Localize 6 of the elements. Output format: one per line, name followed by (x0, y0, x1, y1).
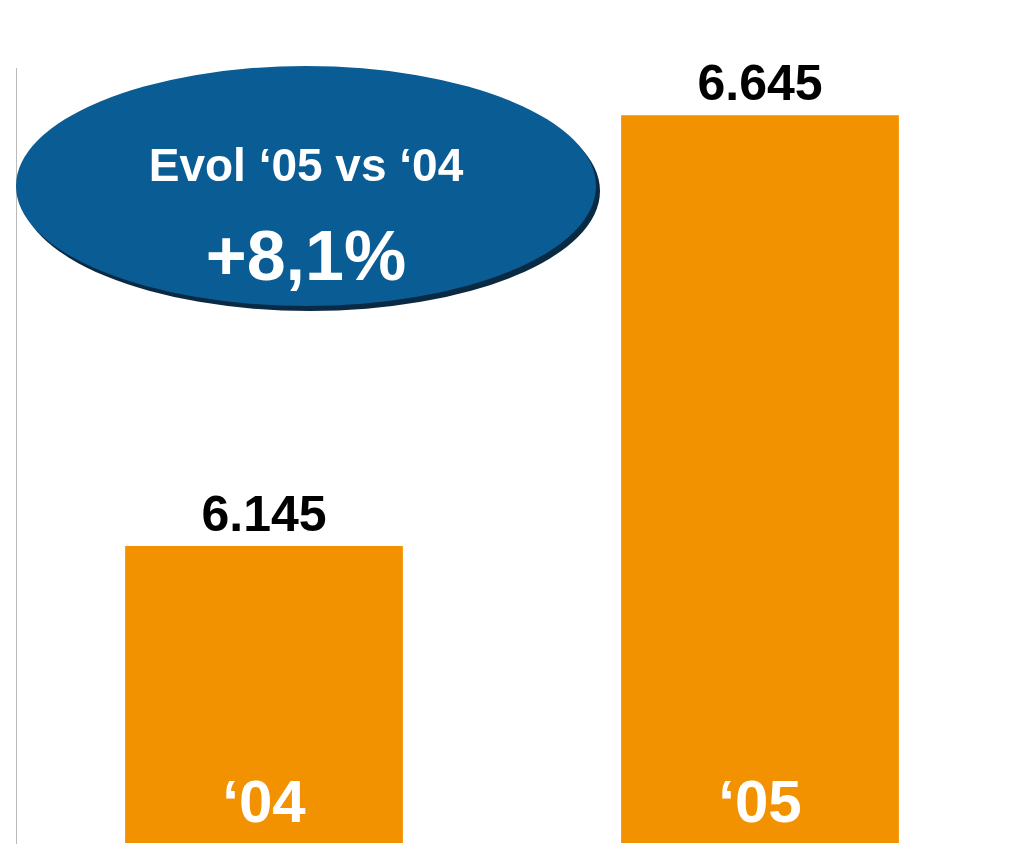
annotation: Evol ‘05 vs ‘04 (147, 138, 465, 192)
annotation: +8,1% (204, 216, 408, 296)
x-tick-label: ‘05 (718, 767, 802, 835)
data-label: 6.645 (697, 55, 823, 112)
data-label: 6.145 (201, 485, 327, 542)
x-tick-label: ‘04 (222, 767, 307, 835)
